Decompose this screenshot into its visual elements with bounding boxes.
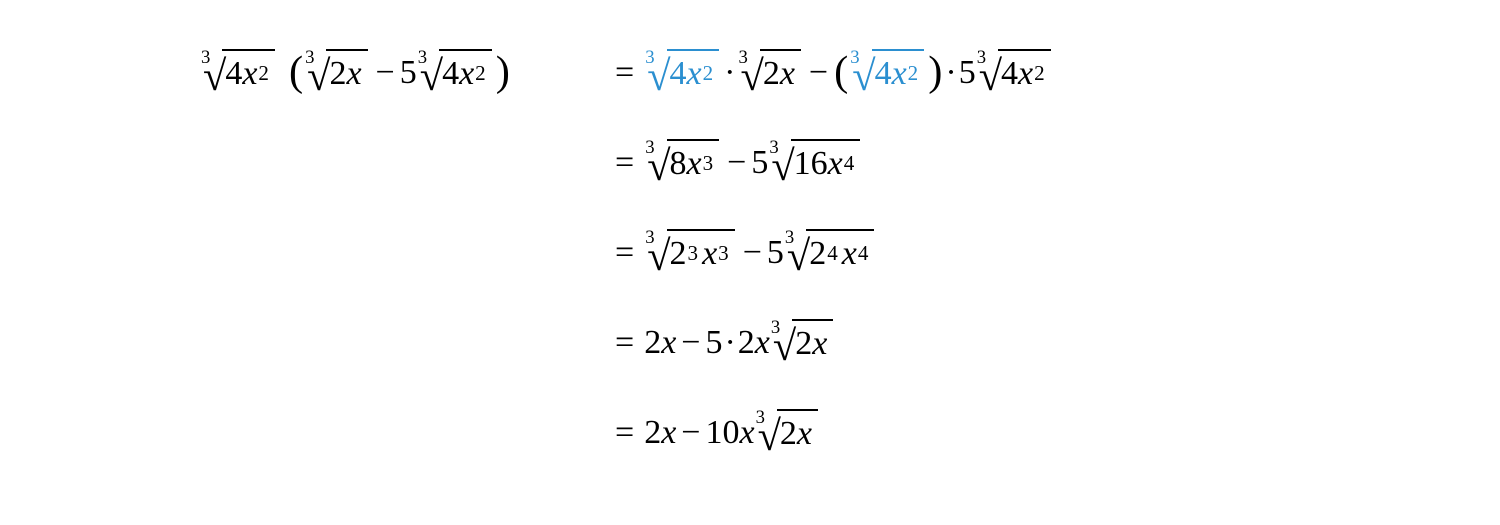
radical-icon: √ (787, 236, 810, 279)
radical-icon: √ (771, 146, 794, 189)
minus-op: − (804, 54, 833, 92)
lhs: 3 √ 4x2 ( 3 √ 2x − 5 3 √ (200, 49, 511, 98)
coefficient: 2 (644, 324, 661, 362)
cube-root: 3√23x3 (647, 229, 735, 277)
rhs-step-5: 2x−10x3√2x (644, 409, 821, 457)
equation-row-5: = 2x−10x3√2x (605, 398, 821, 468)
rhs-step-2: 3√8x3−53√16x4 (644, 139, 863, 187)
radicand: 4x2 (667, 49, 720, 97)
cdot-op: · (722, 54, 737, 92)
radical-icon: √ (307, 56, 330, 99)
cube-root: 3√24x4 (787, 229, 875, 277)
coefficient: 5 (751, 144, 768, 182)
coefficient: 5 (767, 234, 784, 272)
equals-sign: = (605, 234, 644, 272)
minus-op: − (722, 144, 751, 182)
radical-icon: √ (647, 56, 670, 99)
radical-icon: √ (203, 56, 226, 99)
cube-root: 3√2x (773, 319, 833, 367)
variable: x (739, 414, 754, 452)
radical-icon: √ (852, 56, 875, 99)
cube-root: 3 √ 4x2 (203, 49, 275, 97)
variable: x (661, 414, 676, 452)
radicand: 4x2 (998, 49, 1051, 97)
cdot-op: · (943, 54, 958, 92)
equation-row-1: 3 √ 4x2 ( 3 √ 2x − 5 3 √ (200, 38, 511, 108)
rhs-step-4: 2x−5·2x3√2x (644, 319, 836, 367)
equals-sign: = (605, 414, 644, 452)
cube-root: 3√4x2 (979, 49, 1051, 97)
minus-op: − (738, 234, 767, 272)
coefficient: 2 (644, 414, 661, 452)
equation-derivation: 3 √ 4x2 ( 3 √ 2x − 5 3 √ (0, 0, 1500, 525)
variable: x (755, 324, 770, 362)
cube-root: 3 √ 2x (307, 49, 367, 97)
right-paren: ) (927, 47, 943, 96)
radical-icon: √ (647, 146, 670, 189)
minus-op: − (371, 54, 400, 92)
radicand: 2x (792, 319, 833, 367)
left-paren: ( (833, 47, 849, 96)
rhs-step-1: 3√4x2·3√2x−(3√4x2)·53√4x2 (644, 49, 1053, 98)
coefficient: 2 (738, 324, 755, 362)
cdot-op: · (722, 324, 737, 362)
radicand: 16x4 (791, 139, 861, 187)
radicand: 24x4 (806, 229, 874, 277)
equation-row-4: = 2x−5·2x3√2x (605, 308, 836, 378)
cube-root: 3√8x3 (647, 139, 719, 187)
equation-row-2: = 3√8x3−53√16x4 (605, 128, 863, 198)
radical-icon: √ (740, 56, 763, 99)
cube-root: 3√16x4 (771, 139, 860, 187)
radical-icon: √ (773, 326, 796, 369)
equals-sign: = (605, 144, 644, 182)
cube-root: 3√2x (758, 409, 818, 457)
radicand: 23x3 (667, 229, 735, 277)
coefficient: 5 (705, 324, 722, 362)
left-paren: ( (288, 47, 304, 96)
coefficient: 5 (400, 54, 417, 92)
equation-row-3: = 3√23x3−53√24x4 (605, 218, 877, 288)
variable: x (661, 324, 676, 362)
coefficient: 5 (959, 54, 976, 92)
minus-op: − (676, 324, 705, 362)
radicand: 2x (777, 409, 818, 457)
radicand: 2x (760, 49, 801, 97)
cube-root: 3√2x (740, 49, 800, 97)
equals-sign: = (605, 324, 644, 362)
cube-root: 3 √ 4x2 (420, 49, 492, 97)
minus-op: − (676, 414, 705, 452)
radicand: 8x3 (667, 139, 720, 187)
radical-icon: √ (758, 416, 781, 459)
cube-root: 3√4x2 (647, 49, 719, 97)
cube-root: 3√4x2 (852, 49, 924, 97)
equals-sign: = (605, 54, 644, 92)
rhs-step-3: 3√23x3−53√24x4 (644, 229, 877, 277)
radicand: 4x2 (222, 49, 275, 97)
radical-icon: √ (647, 236, 670, 279)
right-paren: ) (495, 47, 511, 96)
coefficient: 10 (705, 414, 739, 452)
radical-icon: √ (420, 56, 443, 99)
radicand: 4x2 (872, 49, 925, 97)
radical-icon: √ (979, 56, 1002, 99)
equation-row-1-rhs: = 3√4x2·3√2x−(3√4x2)·53√4x2 (605, 38, 1054, 108)
